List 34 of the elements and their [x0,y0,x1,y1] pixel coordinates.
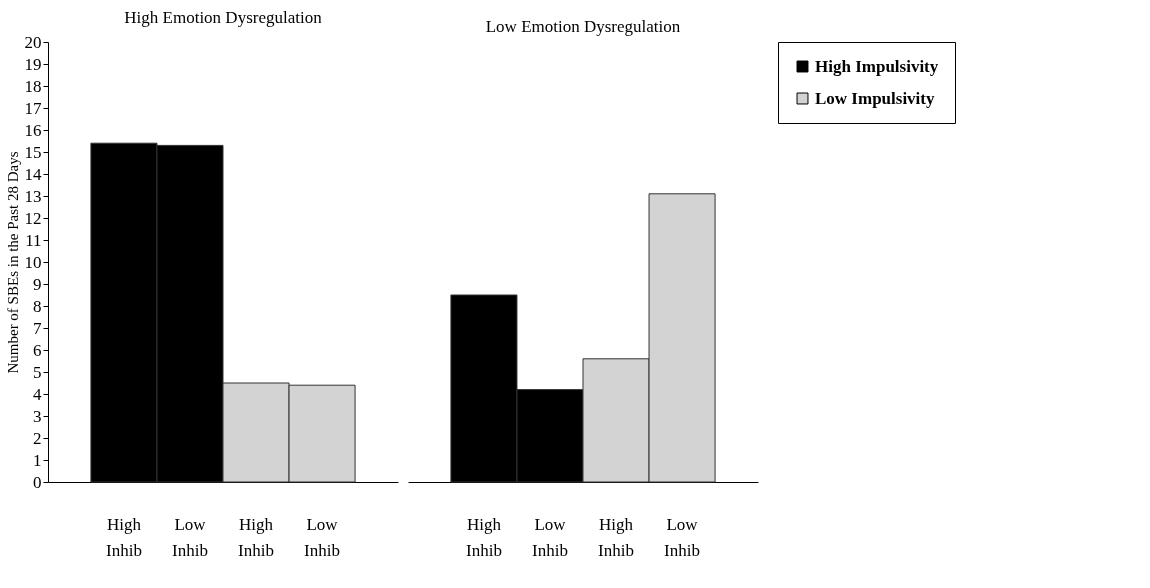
y-tick-label: 12 [24,208,42,228]
x-tick-label: Low Inhib [532,514,568,560]
y-tick-label: 0 [33,472,42,492]
x-tick-label: Low Inhib [172,514,208,560]
x-tick-label: Low Inhib [664,514,700,560]
x-tick-label: Low Inhib [304,514,340,560]
y-tick-label: 10 [24,252,42,272]
y-tick-label: 17 [24,98,42,118]
y-tick-label: 15 [24,142,42,162]
x-tick-label: High Inhib [238,514,274,560]
y-tick-label: 8 [33,296,42,316]
y-tick-label: 1 [33,450,42,470]
y-tick-label: 4 [33,384,42,404]
chart-title: Low Emotion Dysregulation [485,16,681,36]
legend-label: Low Impulsivity [815,88,935,108]
x-tick-label: High Inhib [466,514,502,560]
y-tick-label: 19 [24,54,42,74]
y-tick-label: 14 [24,164,42,184]
y-tick-label: 16 [24,120,42,140]
y-tick-label: 7 [33,318,42,338]
x-tick-label: High Inhib [106,514,142,560]
y-axis-title: Number of SBEs in the Past 28 Days [4,151,21,374]
chart-title: High Emotion Dysregulation [124,8,323,27]
y-tick-label: 6 [33,340,42,360]
y-tick-label: 3 [33,406,42,426]
y-tick-label: 18 [24,76,42,96]
y-tick-label: 2 [33,428,42,448]
y-tick-label: 20 [24,32,42,52]
y-tick-label: 13 [24,186,42,206]
y-tick-label: 5 [33,362,42,382]
x-tick-label: High Inhib [598,514,634,560]
y-tick-label: 9 [33,274,42,294]
legend-label: High Impulsivity [815,56,939,76]
y-tick-label: 11 [25,230,42,250]
